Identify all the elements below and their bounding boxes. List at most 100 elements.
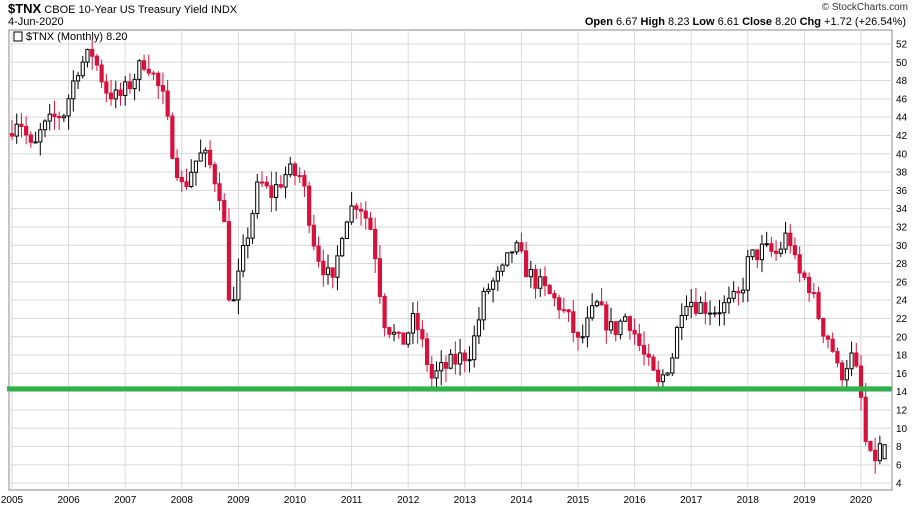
low-value: 6.61	[717, 16, 740, 28]
candle-body	[821, 317, 826, 337]
candle-body	[382, 295, 387, 329]
y-tick-label: 34	[896, 204, 908, 215]
candle-body	[590, 305, 595, 319]
candle-body	[410, 313, 416, 334]
open-label: Open	[584, 16, 613, 28]
candle-body	[156, 72, 161, 87]
x-tick-label: 2008	[171, 495, 194, 506]
candle-body	[439, 362, 444, 372]
y-tick-label: 16	[896, 369, 908, 380]
candle-body	[302, 175, 307, 187]
candle-body	[533, 268, 538, 289]
candle-body	[415, 313, 420, 331]
candle-body	[38, 129, 43, 143]
y-tick-label: 44	[896, 113, 908, 124]
candle-body	[424, 338, 430, 365]
candle-body	[495, 270, 500, 282]
candle-body	[604, 304, 609, 331]
candle-body	[146, 68, 151, 74]
candle-body	[684, 306, 689, 317]
y-tick-label: 26	[896, 277, 908, 288]
candle-body	[99, 64, 104, 83]
high-value: 8.23	[668, 16, 690, 28]
candle-body	[740, 289, 746, 294]
candle-body	[561, 309, 566, 312]
candle-body	[524, 250, 529, 278]
candle-body	[132, 78, 137, 90]
y-tick-label: 32	[896, 222, 908, 233]
candle-body	[108, 92, 114, 100]
candle-body	[193, 160, 199, 173]
candle-body	[104, 81, 109, 94]
security-name: CBOE 10-Year US Treasury Yield	[44, 4, 208, 16]
x-tick-label: 2007	[114, 495, 137, 506]
candle-body	[325, 267, 331, 276]
candle-body	[854, 352, 859, 367]
candle-body	[500, 264, 505, 272]
candle-body	[226, 221, 232, 301]
candle-body	[434, 370, 439, 379]
candle-body	[321, 260, 326, 276]
candle-body	[396, 331, 401, 334]
candle-body	[472, 335, 477, 361]
legend-swatch	[13, 31, 23, 42]
candle-body	[566, 309, 571, 313]
candle-body	[160, 85, 166, 92]
candle-body	[693, 301, 699, 314]
candle-body	[712, 312, 717, 315]
candle-body	[184, 181, 189, 187]
candle-body	[373, 228, 378, 260]
candle-body	[783, 232, 788, 250]
x-tick-label: 2018	[737, 495, 760, 506]
candle-body	[849, 352, 854, 370]
y-tick-label: 10	[896, 424, 908, 435]
exchange-label: INDX	[210, 4, 238, 16]
candle-body	[519, 242, 524, 252]
candle-body	[448, 353, 453, 369]
candle-body	[307, 185, 312, 226]
candle-body	[571, 311, 576, 334]
candle-body	[80, 61, 85, 77]
y-tick-label: 38	[896, 168, 908, 179]
candle-body	[66, 98, 71, 117]
candle-body	[750, 249, 755, 258]
chg-label: Chg	[799, 16, 821, 28]
candle-body	[118, 89, 123, 96]
candle-body	[311, 224, 316, 247]
candle-body	[873, 449, 878, 462]
candle-body	[71, 80, 76, 100]
candle-body	[344, 221, 349, 240]
x-tick-label: 2011	[341, 495, 363, 506]
candle-body	[538, 276, 543, 289]
candle-body	[528, 268, 533, 278]
candle-body	[14, 123, 19, 137]
candle-body	[764, 243, 769, 246]
candle-body	[825, 335, 831, 340]
x-tick-label: 2016	[623, 495, 646, 506]
candle-body	[141, 60, 147, 70]
candle-body	[406, 332, 411, 345]
candle-body	[585, 317, 590, 338]
candle-body	[580, 336, 585, 339]
candle-body	[335, 255, 340, 278]
candle-body	[127, 81, 133, 90]
y-tick-label: 52	[896, 39, 908, 50]
candle-body	[90, 48, 95, 57]
candle-body	[481, 290, 486, 321]
x-tick-label: 2017	[680, 495, 703, 506]
candle-body	[608, 321, 614, 331]
candle-body	[623, 316, 628, 322]
candle-body	[670, 357, 675, 374]
candle-body	[509, 251, 515, 254]
candle-body	[85, 48, 90, 63]
candle-body	[33, 141, 38, 144]
candle-body	[231, 299, 236, 302]
candle-body	[755, 249, 760, 261]
quote-row: Open 6.67 High 8.23 Low 6.61 Close 8.20 …	[585, 16, 906, 28]
candle-body	[778, 248, 783, 254]
candle-body	[288, 163, 293, 176]
candle-body	[189, 171, 194, 187]
candle-body	[9, 133, 15, 137]
x-tick-label: 2012	[397, 495, 420, 506]
y-tick-label: 4	[896, 479, 902, 490]
